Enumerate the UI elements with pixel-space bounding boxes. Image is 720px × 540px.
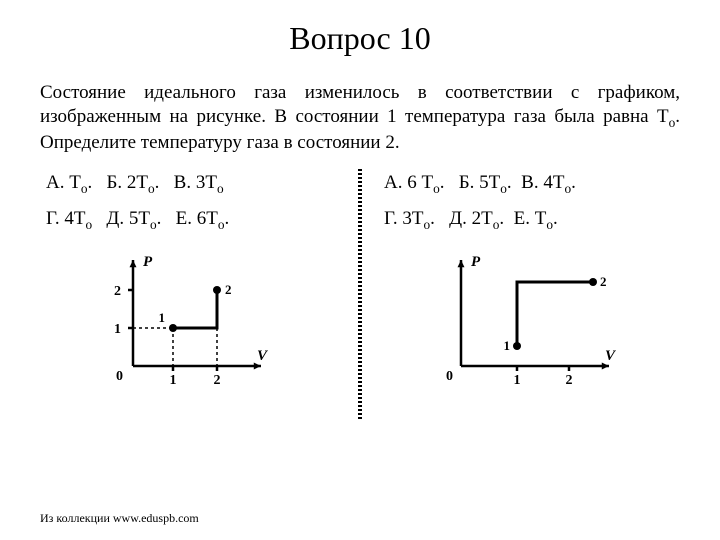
columns-container: А. То. Б. 2То. В. 3То Г. 4То Д. 5То. Е. … (40, 169, 680, 419)
svg-text:0: 0 (116, 369, 123, 384)
left-graph: 1 2 1 2 0 P V 1 2 (101, 246, 281, 396)
svg-text:2: 2 (600, 274, 607, 289)
right-answers-row-2: Г. 3То. Д. 2То. Е. То. (378, 205, 558, 235)
question-prompt: Состояние идеального газа изменилось в с… (40, 81, 680, 155)
answer-c: В. 3То (174, 172, 224, 193)
left-column: А. То. Б. 2То. В. 3То Г. 4То Д. 5То. Е. … (40, 169, 342, 419)
answer-e: Д. 2То. (449, 208, 504, 229)
svg-text:1: 1 (114, 322, 121, 337)
answer-d: Г. 3То. (384, 208, 435, 229)
svg-text:V: V (605, 348, 617, 364)
right-graph-svg: 1 2 0 P V 1 2 (429, 246, 629, 396)
answer-f: Е. 6То. (176, 208, 230, 229)
answer-a: А. То. (46, 172, 92, 193)
right-answers-row-1: А. 6 То. Б. 5То. В. 4То. (378, 169, 576, 199)
svg-text:V: V (257, 348, 269, 364)
left-answers-row-2: Г. 4То Д. 5То. Е. 6То. (40, 205, 229, 235)
left-answers-row-1: А. То. Б. 2То. В. 3То (40, 169, 224, 199)
answer-f: Е. То. (514, 208, 558, 229)
svg-text:P: P (471, 254, 481, 270)
page-title: Вопрос 10 (40, 20, 680, 57)
answer-b: Б. 5То. (459, 172, 512, 193)
svg-text:P: P (143, 254, 153, 270)
answer-b: Б. 2То. (106, 172, 159, 193)
svg-text:0: 0 (446, 369, 453, 384)
column-divider (358, 169, 362, 419)
right-column: А. 6 То. Б. 5То. В. 4То. Г. 3То. Д. 2То.… (378, 169, 680, 419)
footer-attribution: Из коллекции www.eduspb.com (40, 511, 199, 526)
svg-text:2: 2 (214, 373, 221, 388)
left-graph-svg: 1 2 1 2 0 P V 1 2 (101, 246, 281, 396)
answer-e: Д. 5То. (106, 208, 161, 229)
svg-text:2: 2 (566, 373, 573, 388)
answer-c: В. 4То. (521, 172, 576, 193)
svg-text:1: 1 (159, 310, 166, 325)
svg-text:2: 2 (114, 284, 121, 299)
answer-a: А. 6 То. (384, 172, 444, 193)
answer-d: Г. 4То (46, 208, 92, 229)
svg-text:1: 1 (170, 373, 177, 388)
prompt-part-1: Состояние идеального газа изменилось в с… (40, 82, 680, 127)
right-graph: 1 2 0 P V 1 2 (429, 246, 629, 396)
svg-text:1: 1 (514, 373, 521, 388)
svg-text:2: 2 (225, 282, 232, 297)
svg-text:1: 1 (504, 338, 511, 353)
